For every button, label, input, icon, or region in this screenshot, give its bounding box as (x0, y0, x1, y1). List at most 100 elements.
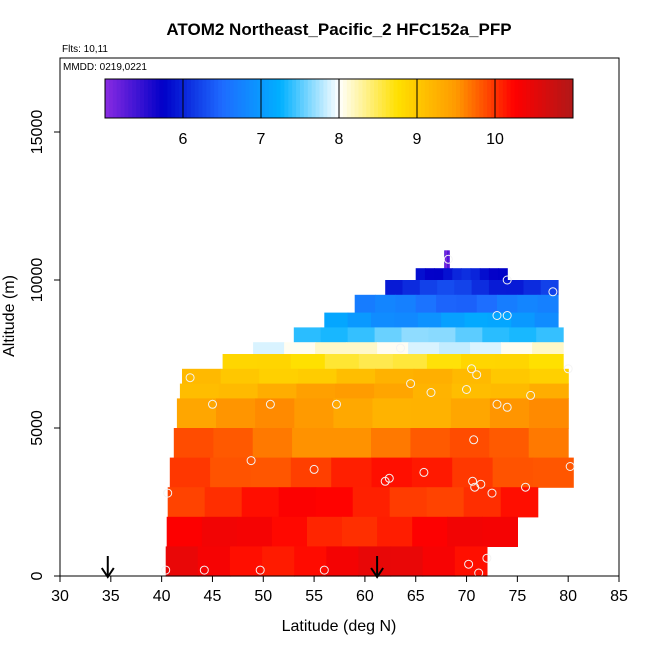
colorbar-swatch (315, 79, 320, 118)
heatmap-cell (255, 398, 295, 429)
heatmap-cell (452, 268, 462, 281)
heatmap-cell (540, 280, 559, 296)
x-tick-label: 70 (458, 588, 476, 605)
heatmap-cell (448, 250, 450, 269)
sample-point (163, 488, 173, 498)
heatmap-cell (434, 268, 444, 281)
colorbar-swatch (179, 79, 184, 118)
heatmap-cell (422, 546, 456, 577)
heatmap-cell (537, 294, 559, 314)
heatmap-cell (436, 294, 457, 314)
heatmap-cell (179, 383, 220, 399)
sample-point (467, 364, 477, 374)
colorbar-swatch (549, 79, 554, 118)
heatmap-cell (415, 294, 437, 314)
heatmap-cell (509, 327, 537, 343)
heatmap-cell (352, 487, 391, 518)
heatmap-cell (335, 383, 375, 399)
colorbar-swatch (424, 79, 430, 118)
heatmap-cell (320, 327, 349, 343)
colorbar-swatch (128, 79, 133, 118)
colorbar-swatch (370, 79, 375, 118)
colorbar-swatch (194, 79, 200, 118)
heatmap-cell (412, 516, 448, 547)
colorbar-swatch (144, 79, 149, 118)
heatmap-field (165, 250, 574, 577)
heatmap-cell (385, 280, 404, 296)
sample-point (502, 402, 512, 412)
heatmap-cell (470, 268, 481, 281)
heatmap-cell (450, 398, 491, 429)
colorbar-swatch (561, 79, 566, 118)
heatmap-cell (492, 457, 534, 488)
heatmap-cell (463, 487, 502, 518)
colorbar-swatch (506, 79, 512, 118)
heatmap-cell (236, 516, 273, 547)
colorbar-swatch (335, 79, 340, 118)
heatmap-cell (296, 383, 336, 399)
colorbar-tick-label: 9 (413, 131, 422, 148)
colorbar-swatch (183, 79, 188, 118)
colorbar-swatch (385, 79, 391, 118)
heatmap-cell (447, 250, 449, 269)
colorbar-swatch (498, 79, 504, 118)
heatmap-cell (257, 383, 297, 399)
heatmap-cell (222, 354, 258, 370)
heatmap-cell (371, 428, 411, 459)
colorbar-swatch (483, 79, 488, 118)
sample-point (469, 435, 479, 445)
colorbar-swatch (448, 79, 453, 118)
colorbar-swatch (214, 79, 219, 118)
colorbar-swatch (331, 79, 336, 118)
sample-point (255, 565, 265, 575)
heatmap-cell (482, 327, 510, 343)
colorbar-swatch (350, 79, 356, 118)
colorbar-tick-label: 10 (486, 131, 504, 148)
heatmap-cell (271, 516, 308, 547)
heatmap-cell (424, 268, 435, 281)
heatmap-cell (439, 342, 471, 355)
colorbar-swatch (537, 79, 543, 118)
heatmap-cell (372, 398, 413, 429)
sample-point (563, 364, 573, 374)
heatmap-cell (402, 280, 421, 296)
colorbar-swatch (514, 79, 519, 118)
sample-point (406, 379, 416, 389)
colorbar-swatch (393, 79, 398, 118)
colorbar-tick-label: 6 (179, 131, 188, 148)
colorbar-swatch (381, 79, 387, 118)
heatmap-cell (220, 368, 260, 385)
heatmap-cell (315, 342, 347, 355)
colorbar-swatch (112, 79, 118, 118)
sample-point (521, 482, 530, 492)
heatmap-cell (290, 354, 326, 370)
sample-point (502, 275, 512, 285)
heatmap-cell (454, 280, 473, 296)
heatmap-cell (374, 383, 414, 399)
heatmap-cell (529, 398, 569, 429)
flights-label: Flts: 10,11 (62, 44, 108, 55)
colorbar-swatch (120, 79, 125, 118)
colorbar-swatch (327, 79, 332, 118)
heatmap-cell (488, 280, 507, 296)
colorbar-swatch (132, 79, 137, 118)
colorbar-swatch (526, 79, 531, 118)
heatmap-cell (293, 327, 322, 343)
heatmap-cell (490, 368, 531, 385)
colorbar-swatch (413, 79, 418, 118)
x-tick-label: 35 (102, 588, 120, 605)
colorbar-swatch (268, 79, 274, 118)
heatmap-cell (342, 516, 378, 547)
colorbar-swatch (136, 79, 141, 118)
dates-label: MMDD: 0219,0221 (63, 62, 147, 73)
colorbar-swatch (389, 79, 395, 118)
sample-point (208, 399, 217, 409)
sample-points (161, 254, 575, 578)
colorbar-swatch (378, 79, 383, 118)
colorbar-swatch (253, 79, 258, 118)
heatmap-cell (182, 368, 222, 385)
heatmap-cell (417, 312, 442, 328)
sample-point (492, 311, 502, 320)
x-tick-label: 60 (356, 588, 374, 605)
colorbar-swatch (163, 79, 168, 118)
